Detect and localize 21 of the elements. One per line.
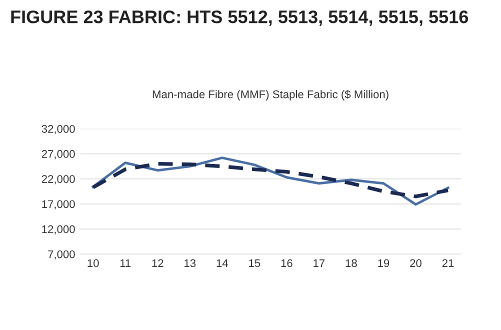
y-tick-label: 32,000 [42,124,75,134]
x-tick-label: 11 [120,259,131,268]
y-tick-label: 17,000 [42,200,75,210]
x-tick-label: 19 [378,259,390,268]
x-tick-label: 20 [410,259,422,268]
x-tick-label: 18 [346,259,357,268]
x-tick-label: 13 [184,259,196,268]
x-tick-label: 10 [88,259,99,268]
x-tick-label: 21 [442,259,454,268]
y-tick-label: 22,000 [42,175,75,184]
y-tick-label: 27,000 [42,150,75,160]
x-tick-label: 15 [249,259,260,268]
y-tick-label: 12,000 [42,225,75,234]
x-tick-label: 12 [152,259,164,268]
x-tick-label: 16 [281,259,292,268]
y-tick-label: 7,000 [48,250,75,260]
line-series [91,162,450,198]
chart-title: FIGURE 23 FABRIC: HTS 5512, 5513, 5514, 5515, 5516 [11,10,468,26]
chart-subtitle: Man-made Fibre (MMF) Staple Fabric ($ Million) [152,90,388,100]
x-tick-label: 17 [314,259,325,268]
x-tick-label: 14 [216,259,228,268]
